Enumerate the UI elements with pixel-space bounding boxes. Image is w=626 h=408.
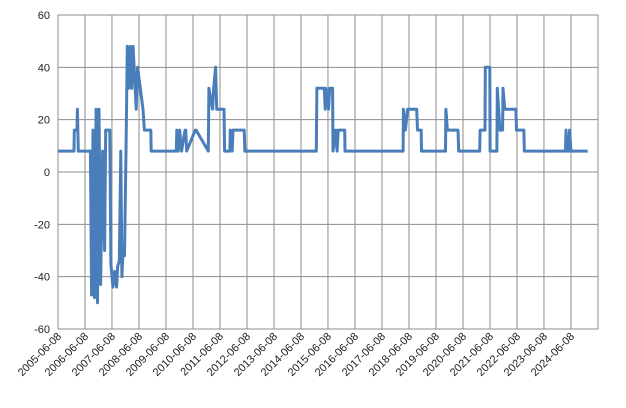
y-tick-label: 40 [38, 62, 50, 74]
y-tick-label: 0 [44, 167, 50, 179]
data-line [58, 44, 588, 305]
y-tick-label: 60 [38, 10, 50, 22]
y-tick-label: 20 [38, 115, 50, 127]
y-tick-label: -60 [34, 324, 50, 336]
y-tick-label: -20 [34, 219, 50, 231]
y-tick-label: -40 [34, 272, 50, 284]
